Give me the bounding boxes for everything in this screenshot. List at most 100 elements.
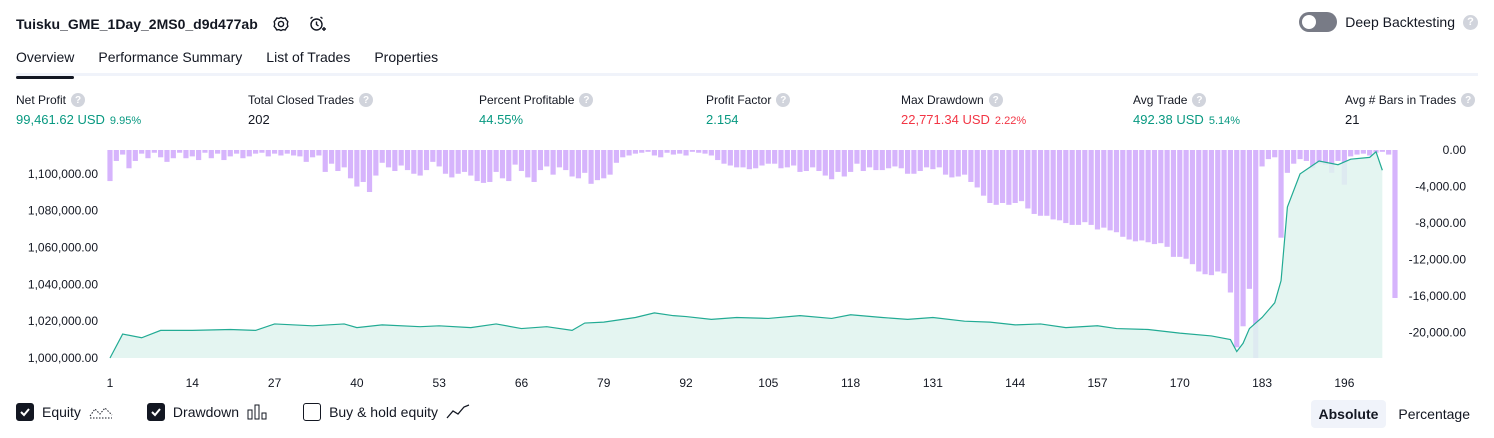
drawdown-bar	[361, 150, 366, 182]
drawdown-bar	[664, 150, 669, 153]
x-tick-label: 105	[758, 376, 778, 390]
drawdown-bar	[443, 150, 448, 174]
drawdown-bar	[728, 150, 733, 166]
drawdown-bar	[196, 150, 201, 160]
drawdown-bar	[772, 150, 777, 164]
drawdown-bar	[1139, 150, 1144, 240]
drawdown-bar	[861, 150, 866, 171]
drawdown-bar	[107, 150, 112, 181]
drawdown-bar	[329, 150, 334, 164]
drawdown-bar	[1025, 150, 1030, 208]
display-mode-switch: Absolute Percentage	[1311, 400, 1479, 428]
equity-drawdown-chart[interactable]: 1,000,000.00 1,020,000.00 1,040,000.00 1,06…	[0, 140, 1494, 395]
tab-performance-summary[interactable]: Performance Summary	[98, 44, 242, 76]
drawdown-bar	[519, 150, 524, 171]
info-icon[interactable]: ?	[71, 93, 85, 107]
tab-properties[interactable]: Properties	[374, 44, 438, 76]
percentage-mode-button[interactable]: Percentage	[1390, 400, 1478, 428]
drawdown-bar	[671, 150, 676, 155]
drawdown-bar	[1013, 150, 1018, 203]
legend-buy-hold-toggle[interactable]: Buy & hold equity	[303, 403, 470, 421]
x-tick-label: 14	[186, 376, 200, 390]
info-icon[interactable]: ?	[1192, 93, 1206, 107]
drawdown-bar	[456, 150, 461, 174]
drawdown-bar	[1234, 150, 1239, 347]
drawdown-bar	[607, 150, 612, 175]
drawdown-bar	[633, 150, 638, 154]
drawdown-bar	[1348, 150, 1353, 156]
x-tick-label: 92	[679, 376, 693, 390]
x-tick-label: 196	[1334, 376, 1354, 390]
left-tick-label: 1,000,000.00	[28, 351, 98, 365]
drawdown-bar	[411, 150, 416, 174]
drawdown-bar	[582, 150, 587, 173]
x-tick-label: 183	[1252, 376, 1272, 390]
metrics-row: Net Profit? 99,461.62 USD 9.95% Total Clo…	[16, 93, 1478, 133]
drawdown-bar	[506, 150, 511, 181]
x-tick-label: 118	[841, 376, 860, 390]
drawdown-bar	[380, 150, 385, 163]
tab-overview[interactable]: Overview	[16, 44, 74, 76]
metric-percent: 2.22%	[995, 115, 1026, 127]
absolute-mode-button[interactable]: Absolute	[1311, 400, 1387, 428]
drawdown-bar	[563, 150, 568, 170]
right-tick-label: 0.00	[1443, 143, 1467, 157]
drawdown-bar	[1095, 150, 1100, 229]
drawdown-bar	[721, 150, 726, 164]
drawdown-bar	[1203, 150, 1208, 274]
drawdown-bar	[164, 150, 169, 162]
drawdown-bar	[823, 150, 828, 176]
left-tick-label: 1,020,000.00	[28, 314, 98, 328]
drawdown-bar	[1272, 150, 1277, 157]
metric-value: 21	[1345, 112, 1359, 127]
drawdown-bar	[234, 150, 239, 154]
drawdown-bar	[513, 150, 518, 165]
legend-drawdown-toggle[interactable]: Drawdown	[147, 403, 269, 421]
metric-label: Percent Profitable	[479, 93, 574, 107]
equity-checkbox[interactable]	[16, 403, 34, 421]
info-icon[interactable]: ?	[776, 93, 790, 107]
add-alert-clock-icon[interactable]	[304, 11, 330, 37]
drawdown-bar	[405, 150, 410, 170]
buy-hold-label: Buy & hold equity	[329, 404, 438, 420]
drawdown-bar	[1304, 150, 1309, 161]
metric-label: Total Closed Trades	[248, 93, 354, 107]
x-tick-label: 40	[350, 376, 364, 390]
drawdown-bar	[791, 150, 796, 166]
metric-value: 44.55%	[479, 112, 523, 127]
drawdown-bar	[1051, 150, 1056, 219]
info-icon[interactable]: ?	[1461, 93, 1475, 107]
drawdown-bar	[677, 150, 682, 154]
drawdown-bar	[367, 150, 372, 192]
drawdown-bar	[778, 150, 783, 168]
drawdown-bar	[759, 150, 764, 166]
drawdown-bar	[937, 150, 942, 167]
drawdown-bar	[956, 150, 961, 176]
drawdown-bar	[1082, 150, 1087, 222]
drawdown-bar	[354, 150, 359, 187]
drawdown-bar	[1076, 150, 1081, 225]
drawdown-bar	[1158, 150, 1163, 243]
settings-gear-icon[interactable]	[268, 11, 294, 37]
drawdown-bar	[1380, 150, 1385, 152]
drawdown-checkbox[interactable]	[147, 403, 165, 421]
drawdown-bar	[1297, 150, 1302, 159]
info-icon[interactable]: ?	[989, 93, 1003, 107]
drawdown-bar	[304, 150, 309, 162]
info-icon[interactable]: ?	[359, 93, 373, 107]
drawdown-bar	[310, 150, 315, 157]
drawdown-label: Drawdown	[173, 404, 239, 420]
drawdown-bar	[987, 150, 992, 203]
drawdown-bar	[500, 150, 505, 178]
equity-label: Equity	[42, 404, 81, 420]
buy-hold-checkbox[interactable]	[303, 403, 321, 421]
info-icon[interactable]: ?	[579, 93, 593, 107]
legend-equity-toggle[interactable]: Equity	[16, 403, 113, 421]
drawdown-bar	[342, 150, 347, 167]
drawdown-bar	[532, 150, 537, 182]
drawdown-bar	[709, 150, 714, 155]
tab-list-of-trades[interactable]: List of Trades	[266, 44, 350, 76]
deep-backtesting-toggle[interactable]	[1299, 12, 1337, 32]
drawdown-bar	[1354, 150, 1359, 155]
deep-backtesting-help-icon[interactable]: ?	[1463, 15, 1478, 30]
